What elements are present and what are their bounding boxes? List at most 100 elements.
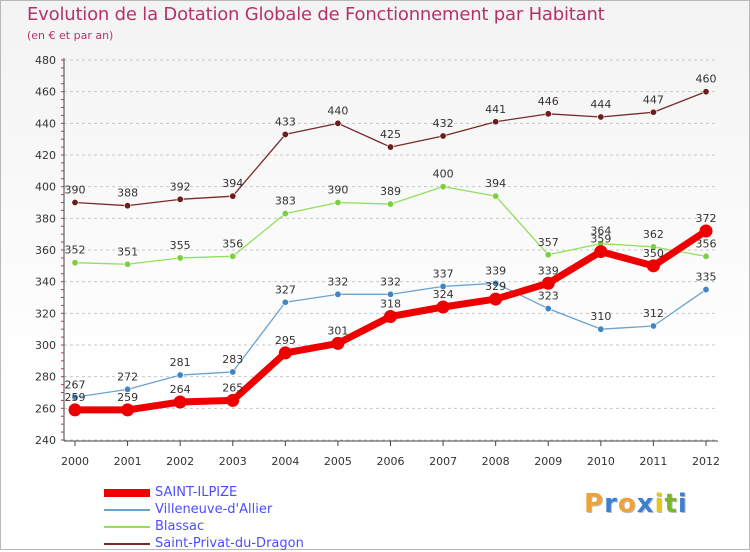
- data-label: 446: [538, 95, 559, 108]
- data-point: [281, 298, 289, 306]
- y-tick-label: 300: [35, 339, 56, 352]
- y-tick-label: 360: [35, 244, 56, 257]
- data-point: [173, 395, 187, 409]
- data-point: [492, 192, 500, 200]
- x-tick-label: 2006: [377, 455, 405, 468]
- data-point: [176, 254, 184, 262]
- data-label: 352: [65, 244, 86, 257]
- data-point: [386, 200, 394, 208]
- data-label: 356: [696, 237, 717, 250]
- data-point: [176, 195, 184, 203]
- data-point: [384, 310, 397, 323]
- data-point: [489, 292, 503, 306]
- data-label: 460: [696, 73, 717, 86]
- data-label: 264: [170, 383, 191, 396]
- data-label: 259: [117, 391, 138, 404]
- y-tick-label: 240: [35, 434, 56, 447]
- data-point: [702, 252, 710, 260]
- logo-letter: P: [584, 489, 605, 519]
- data-point: [226, 393, 240, 407]
- data-label: 390: [327, 184, 348, 197]
- y-tick-label: 480: [35, 54, 56, 67]
- data-label: 332: [327, 275, 348, 288]
- data-point: [386, 290, 394, 298]
- data-point: [278, 346, 292, 360]
- data-label: 337: [433, 267, 454, 280]
- data-label: 364: [590, 225, 611, 238]
- data-point: [492, 279, 500, 287]
- x-tick-label: 2007: [429, 455, 457, 468]
- data-point: [492, 118, 500, 126]
- data-point: [121, 403, 135, 417]
- x-tick-label: 2000: [61, 455, 89, 468]
- data-label: 394: [222, 177, 243, 190]
- data-point: [386, 143, 394, 151]
- data-label: 355: [170, 239, 191, 252]
- data-point: [699, 224, 713, 238]
- legend-swatch: [104, 489, 150, 497]
- data-point: [124, 202, 132, 210]
- x-tick-label: 2012: [692, 455, 720, 468]
- data-point: [702, 286, 710, 294]
- x-tick-label: 2010: [587, 455, 615, 468]
- legend-swatch: [104, 543, 150, 545]
- data-point: [124, 385, 132, 393]
- data-point: [229, 192, 237, 200]
- x-tick-label: 2004: [271, 455, 299, 468]
- y-tick-label: 340: [35, 276, 56, 289]
- data-label: 433: [275, 115, 296, 128]
- data-point: [124, 260, 132, 268]
- y-tick-label: 460: [35, 86, 56, 99]
- data-point: [541, 276, 555, 290]
- data-point: [334, 290, 342, 298]
- data-label: 372: [696, 212, 717, 225]
- x-tick-label: 2002: [166, 455, 194, 468]
- x-tick-label: 2011: [639, 455, 667, 468]
- legend-swatch: [104, 526, 150, 528]
- data-label: 265: [222, 381, 243, 394]
- y-tick-label: 380: [35, 212, 56, 225]
- y-tick-label: 280: [35, 371, 56, 384]
- data-point: [176, 371, 184, 379]
- data-label: 327: [275, 283, 296, 296]
- data-point: [68, 403, 82, 417]
- data-point: [544, 110, 552, 118]
- logo-letter: r: [604, 489, 618, 519]
- logo-letter: o: [617, 489, 637, 519]
- data-label: 388: [117, 187, 138, 200]
- data-point: [597, 325, 605, 333]
- data-label: 335: [696, 271, 717, 284]
- y-tick-label: 440: [35, 117, 56, 130]
- data-label: 444: [590, 98, 611, 111]
- data-point: [544, 251, 552, 259]
- legend-label: Blassac: [155, 519, 205, 534]
- data-label: 389: [380, 185, 401, 198]
- y-tick-label: 420: [35, 149, 56, 162]
- proxiti-logo: Proxiti: [584, 489, 688, 519]
- data-label: 332: [380, 275, 401, 288]
- data-point: [71, 199, 79, 207]
- data-point: [281, 130, 289, 138]
- data-point: [331, 336, 345, 350]
- data-label: 362: [643, 228, 664, 241]
- data-label: 272: [117, 370, 138, 383]
- data-label: 295: [275, 334, 296, 347]
- y-tick-label: 320: [35, 307, 56, 320]
- data-point: [229, 368, 237, 376]
- data-label: 425: [380, 128, 401, 141]
- x-tick-label: 2008: [482, 455, 510, 468]
- legend-label: Saint-Privat-du-Dragon: [155, 536, 304, 551]
- data-label: 301: [327, 324, 348, 337]
- logo-letter: i: [654, 489, 665, 519]
- data-label: 324: [433, 288, 454, 301]
- x-tick-label: 2003: [219, 455, 247, 468]
- data-point: [649, 322, 657, 330]
- data-label: 432: [433, 117, 454, 130]
- logo-letter: x: [636, 489, 655, 519]
- data-point: [594, 245, 608, 259]
- data-label: 383: [275, 195, 296, 208]
- data-point: [649, 243, 657, 251]
- chart-subtitle: (en € et par an): [27, 29, 114, 42]
- logo-letter: t: [664, 489, 678, 519]
